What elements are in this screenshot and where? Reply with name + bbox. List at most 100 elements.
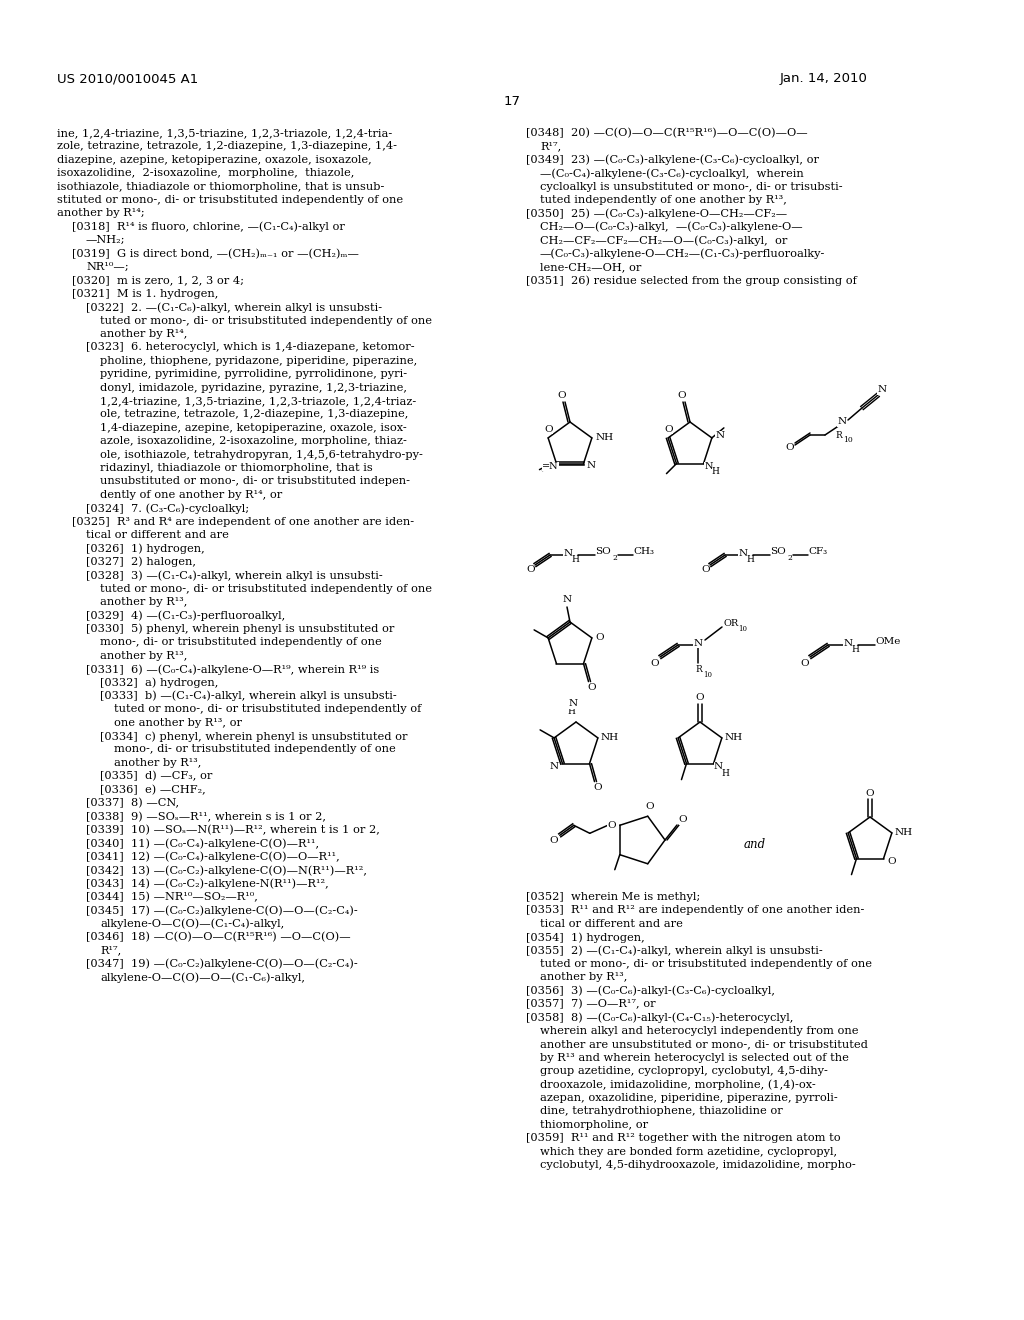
Text: [0342]  13) —(C₀-C₂)-alkylene-C(O)—N(R¹¹)—R¹²,: [0342] 13) —(C₀-C₂)-alkylene-C(O)—N(R¹¹)… — [86, 865, 367, 875]
Text: O: O — [679, 816, 687, 825]
Text: US 2010/0010045 A1: US 2010/0010045 A1 — [57, 73, 199, 84]
Text: [0349]  23) —(C₀-C₃)-alkylene-(C₃-C₆)-cycloalkyl, or: [0349] 23) —(C₀-C₃)-alkylene-(C₃-C₆)-cyc… — [526, 154, 819, 165]
Text: [0331]  6) —(C₀-C₄)-alkylene-O—R¹⁹, wherein R¹⁹ is: [0331] 6) —(C₀-C₄)-alkylene-O—R¹⁹, where… — [86, 664, 379, 675]
Text: O: O — [801, 659, 809, 668]
Text: [0330]  5) phenyl, wherein phenyl is unsubstituted or: [0330] 5) phenyl, wherein phenyl is unsu… — [86, 624, 394, 635]
Text: alkylene-O—C(O)—O—(C₁-C₆)-alkyl,: alkylene-O—C(O)—O—(C₁-C₆)-alkyl, — [100, 973, 305, 983]
Text: [0333]  b) —(C₁-C₄)-alkyl, wherein alkyl is unsubsti-: [0333] b) —(C₁-C₄)-alkyl, wherein alkyl … — [100, 690, 396, 701]
Text: [0350]  25) —(C₀-C₃)-alkylene-O—CH₂—CF₂—: [0350] 25) —(C₀-C₃)-alkylene-O—CH₂—CF₂— — [526, 209, 787, 219]
Text: [0322]  2. —(C₁-C₆)-alkyl, wherein alkyl is unsubsti-: [0322] 2. —(C₁-C₆)-alkyl, wherein alkyl … — [86, 302, 382, 313]
Text: —NH₂;: —NH₂; — [86, 235, 126, 246]
Text: mono-, di- or trisubstituted independently of one: mono-, di- or trisubstituted independent… — [114, 744, 395, 755]
Text: O: O — [865, 788, 874, 797]
Text: N: N — [568, 700, 578, 709]
Text: N: N — [587, 461, 596, 470]
Text: H: H — [851, 645, 859, 655]
Text: 1,2,4-triazine, 1,3,5-triazine, 1,2,3-triazole, 1,2,4-triaz-: 1,2,4-triazine, 1,3,5-triazine, 1,2,3-tr… — [100, 396, 416, 407]
Text: O: O — [550, 836, 558, 845]
Text: N: N — [693, 639, 702, 648]
Text: tuted or mono-, di- or trisubstituted independently of: tuted or mono-, di- or trisubstituted in… — [114, 704, 421, 714]
Text: R¹⁷,: R¹⁷, — [540, 141, 561, 152]
Text: NR¹⁰—;: NR¹⁰—; — [86, 261, 129, 272]
Text: O: O — [526, 565, 536, 574]
Text: 2: 2 — [787, 554, 792, 562]
Text: N: N — [705, 462, 713, 471]
Text: [0337]  8) —CN,: [0337] 8) —CN, — [86, 799, 179, 808]
Text: diazepine, azepine, ketopiperazine, oxazole, isoxazole,: diazepine, azepine, ketopiperazine, oxaz… — [57, 154, 372, 165]
Text: [0329]  4) —(C₁-C₃)-perfluoroalkyl,: [0329] 4) —(C₁-C₃)-perfluoroalkyl, — [86, 610, 286, 620]
Text: O: O — [887, 857, 896, 866]
Text: [0319]  G is direct bond, —(CH₂)ₘ₋₁ or —(CH₂)ₘ—: [0319] G is direct bond, —(CH₂)ₘ₋₁ or —(… — [72, 248, 358, 259]
Text: [0347]  19) —(C₀-C₂)alkylene-C(O)—O—(C₂-C₄)-: [0347] 19) —(C₀-C₂)alkylene-C(O)—O—(C₂-C… — [86, 958, 357, 969]
Text: H: H — [746, 556, 754, 565]
Text: another by R¹³,: another by R¹³, — [100, 597, 187, 607]
Text: NH: NH — [895, 829, 913, 837]
Text: [0354]  1) hydrogen,: [0354] 1) hydrogen, — [526, 932, 645, 942]
Text: CH₂—O—(C₀-C₃)-alkyl,  —(C₀-C₃)-alkylene-O—: CH₂—O—(C₀-C₃)-alkyl, —(C₀-C₃)-alkylene-O… — [540, 222, 803, 232]
Text: SO: SO — [595, 548, 610, 557]
Text: pyridine, pyrimidine, pyrrolidine, pyrrolidinone, pyri-: pyridine, pyrimidine, pyrrolidine, pyrro… — [100, 370, 408, 379]
Text: [0327]  2) halogen,: [0327] 2) halogen, — [86, 557, 196, 568]
Text: OMe: OMe — [874, 638, 900, 647]
Text: ole, tetrazine, tetrazole, 1,2-diazepine, 1,3-diazepine,: ole, tetrazine, tetrazole, 1,2-diazepine… — [100, 409, 409, 420]
Text: azole, isoxazolidine, 2-isoxazoline, morpholine, thiaz-: azole, isoxazolidine, 2-isoxazoline, mor… — [100, 436, 407, 446]
Text: N: N — [563, 549, 572, 557]
Text: group azetidine, cyclopropyl, cyclobutyl, 4,5-dihy-: group azetidine, cyclopropyl, cyclobutyl… — [540, 1067, 827, 1076]
Text: CH₃: CH₃ — [633, 548, 654, 557]
Text: 10: 10 — [843, 436, 853, 444]
Text: zole, tetrazine, tetrazole, 1,2-diazepine, 1,3-diazepine, 1,4-: zole, tetrazine, tetrazole, 1,2-diazepin… — [57, 141, 397, 152]
Text: N: N — [550, 762, 559, 771]
Text: dine, tetrahydrothiophene, thiazolidine or: dine, tetrahydrothiophene, thiazolidine … — [540, 1106, 782, 1117]
Text: tical or different and are: tical or different and are — [540, 919, 683, 929]
Text: O: O — [665, 425, 674, 434]
Text: [0326]  1) hydrogen,: [0326] 1) hydrogen, — [86, 544, 205, 554]
Text: cyclobutyl, 4,5-dihydrooxazole, imidazolidine, morpho-: cyclobutyl, 4,5-dihydrooxazole, imidazol… — [540, 1160, 856, 1170]
Text: O: O — [587, 684, 596, 692]
Text: R: R — [835, 430, 842, 440]
Text: wherein alkyl and heterocyclyl independently from one: wherein alkyl and heterocyclyl independe… — [540, 1026, 858, 1036]
Text: CF₃: CF₃ — [808, 548, 827, 557]
Text: [0355]  2) —(C₁-C₄)-alkyl, wherein alkyl is unsubsti-: [0355] 2) —(C₁-C₄)-alkyl, wherein alkyl … — [526, 945, 822, 956]
Text: thiomorpholine, or: thiomorpholine, or — [540, 1119, 648, 1130]
Text: tuted independently of one another by R¹³,: tuted independently of one another by R¹… — [540, 195, 786, 205]
Text: Jan. 14, 2010: Jan. 14, 2010 — [780, 73, 868, 84]
Text: H: H — [571, 556, 579, 565]
Text: NH: NH — [601, 734, 618, 742]
Text: drooxazole, imidazolidine, morpholine, (1,4)-ox-: drooxazole, imidazolidine, morpholine, (… — [540, 1080, 816, 1090]
Text: NH: NH — [725, 734, 743, 742]
Text: 1,4-diazepine, azepine, ketopiperazine, oxazole, isox-: 1,4-diazepine, azepine, ketopiperazine, … — [100, 422, 407, 433]
Text: [0332]  a) hydrogen,: [0332] a) hydrogen, — [100, 677, 218, 688]
Text: another by R¹⁴,: another by R¹⁴, — [100, 329, 187, 339]
Text: another by R¹³,: another by R¹³, — [540, 973, 628, 982]
Text: tical or different and are: tical or different and are — [86, 531, 229, 540]
Text: N: N — [562, 595, 571, 605]
Text: H: H — [722, 770, 729, 777]
Text: dently of one another by R¹⁴, or: dently of one another by R¹⁴, or — [100, 490, 283, 500]
Text: ole, isothiazole, tetrahydropyran, 1,4,5,6-tetrahydro-py-: ole, isothiazole, tetrahydropyran, 1,4,5… — [100, 450, 423, 459]
Text: another by R¹³,: another by R¹³, — [114, 758, 202, 768]
Text: [0328]  3) —(C₁-C₄)-alkyl, wherein alkyl is unsubsti-: [0328] 3) —(C₁-C₄)-alkyl, wherein alkyl … — [86, 570, 383, 581]
Text: NH: NH — [596, 433, 614, 442]
Text: donyl, imidazole, pyridazine, pyrazine, 1,2,3-triazine,: donyl, imidazole, pyridazine, pyrazine, … — [100, 383, 407, 392]
Text: N: N — [838, 417, 847, 426]
Text: [0352]  wherein Me is methyl;: [0352] wherein Me is methyl; — [526, 892, 700, 902]
Text: O: O — [545, 425, 553, 434]
Text: =N: =N — [542, 462, 559, 471]
Text: ine, 1,2,4-triazine, 1,3,5-triazine, 1,2,3-triazole, 1,2,4-tria-: ine, 1,2,4-triazine, 1,3,5-triazine, 1,2… — [57, 128, 392, 139]
Text: N: N — [738, 549, 748, 557]
Text: [0321]  M is 1. hydrogen,: [0321] M is 1. hydrogen, — [72, 289, 218, 298]
Text: alkylene-O—C(O)—(C₁-C₄)-alkyl,: alkylene-O—C(O)—(C₁-C₄)-alkyl, — [100, 919, 285, 929]
Text: N: N — [716, 432, 724, 441]
Text: isoxazolidine,  2-isoxazoline,  morpholine,  thiazole,: isoxazolidine, 2-isoxazoline, morpholine… — [57, 168, 354, 178]
Text: [0356]  3) —(C₀-C₆)-alkyl-(C₃-C₆)-cycloalkyl,: [0356] 3) —(C₀-C₆)-alkyl-(C₃-C₆)-cycloal… — [526, 986, 775, 997]
Text: SO: SO — [770, 548, 785, 557]
Text: [0320]  m is zero, 1, 2, 3 or 4;: [0320] m is zero, 1, 2, 3 or 4; — [72, 276, 244, 285]
Text: tuted or mono-, di- or trisubstituted independently of one: tuted or mono-, di- or trisubstituted in… — [540, 960, 872, 969]
Text: [0334]  c) phenyl, wherein phenyl is unsubstituted or: [0334] c) phenyl, wherein phenyl is unsu… — [100, 731, 408, 742]
Text: tuted or mono-, di- or trisubstituted independently of one: tuted or mono-, di- or trisubstituted in… — [100, 583, 432, 594]
Text: [0340]  11) —(C₀-C₄)-alkylene-C(O)—R¹¹,: [0340] 11) —(C₀-C₄)-alkylene-C(O)—R¹¹, — [86, 838, 319, 849]
Text: N: N — [714, 762, 723, 771]
Text: isothiazole, thiadiazole or thiomorpholine, that is unsub-: isothiazole, thiadiazole or thiomorpholi… — [57, 182, 384, 191]
Text: another by R¹⁴;: another by R¹⁴; — [57, 209, 144, 218]
Text: [0323]  6. heterocyclyl, which is 1,4-diazepane, ketomor-: [0323] 6. heterocyclyl, which is 1,4-dia… — [86, 342, 415, 352]
